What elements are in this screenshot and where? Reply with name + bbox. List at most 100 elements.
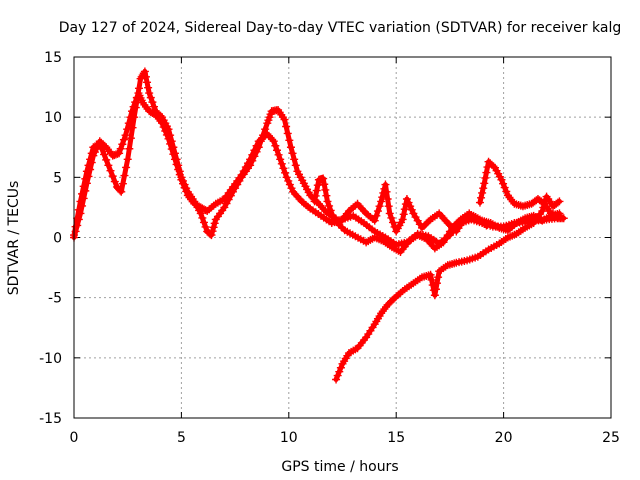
data-point (269, 137, 278, 146)
data-point (319, 174, 328, 183)
data-point (97, 145, 106, 154)
data-point (428, 281, 437, 290)
data-point (538, 207, 547, 216)
data-point (102, 155, 111, 164)
data-point (116, 186, 125, 195)
data-point (475, 198, 484, 207)
series-track-e (310, 174, 491, 256)
data-point (156, 111, 165, 120)
data-point (481, 173, 490, 182)
data-point (118, 179, 127, 188)
data-point (119, 135, 128, 144)
data-point (169, 143, 178, 152)
data-point (121, 131, 130, 140)
data-point (497, 175, 506, 184)
data-point (479, 184, 488, 193)
data-point (489, 162, 498, 171)
data-point (282, 122, 291, 131)
data-point (312, 186, 321, 195)
data-point (172, 155, 181, 164)
data-point (144, 83, 153, 92)
data-point (78, 189, 87, 198)
data-point (201, 222, 210, 231)
chart-title: Day 127 of 2024, Sidereal Day-to-day VTE… (59, 20, 621, 36)
data-point (140, 67, 149, 76)
x-tick-label: 25 (602, 430, 620, 446)
data-point (482, 221, 491, 230)
data-point (76, 197, 85, 206)
data-point (81, 174, 90, 183)
data-point (177, 173, 186, 182)
data-point (325, 201, 334, 210)
x-tick-label: 20 (495, 430, 513, 446)
data-point (285, 180, 294, 189)
data-point (175, 167, 184, 176)
data-point (502, 187, 511, 196)
data-point (388, 218, 397, 227)
data-point (73, 214, 82, 223)
data-point (122, 163, 131, 172)
data-point (207, 231, 216, 240)
data-point (271, 141, 280, 150)
data-point (117, 187, 126, 196)
data-point (313, 181, 322, 190)
data-point (110, 177, 119, 186)
data-point (332, 375, 341, 384)
data-point (281, 168, 290, 177)
data-point (252, 147, 261, 156)
data-point (143, 78, 152, 87)
data-point (248, 156, 257, 165)
data-point (145, 89, 154, 98)
data-point (407, 205, 416, 214)
data-point (115, 149, 124, 158)
data-point (559, 214, 568, 223)
axis-ticks: 0 5 10 15 20 25 -15 -10 -5 0 5 10 15 (39, 50, 620, 446)
data-point (179, 176, 188, 185)
data-point (126, 134, 135, 143)
data-point (198, 213, 207, 222)
data-point (311, 191, 320, 200)
data-point (555, 211, 564, 220)
data-point (404, 198, 413, 207)
x-tick-label: 10 (280, 430, 298, 446)
data-point (167, 137, 176, 146)
data-point (326, 206, 335, 215)
y-tick-label: -10 (39, 351, 62, 367)
data-point (71, 222, 80, 231)
data-point (94, 140, 103, 149)
data-point (272, 146, 281, 155)
data-point (430, 291, 439, 300)
data-point (133, 93, 142, 102)
data-point (431, 285, 440, 294)
data-point (287, 184, 296, 193)
x-tick-label: 5 (177, 430, 186, 446)
data-point (246, 161, 255, 170)
data-point (427, 275, 436, 284)
data-point (259, 131, 268, 140)
data-point (84, 161, 93, 170)
data-point (79, 182, 88, 191)
plot-frame (73, 56, 612, 419)
data-point (480, 179, 489, 188)
data-point (553, 198, 562, 207)
y-tick-label: -5 (48, 291, 62, 307)
data-point (120, 171, 129, 180)
data-point (399, 210, 408, 219)
data-point (387, 213, 396, 222)
data-point (261, 125, 270, 134)
y-tick-label: 15 (44, 50, 62, 66)
data-point (477, 193, 486, 202)
data-point (285, 136, 294, 145)
data-point (254, 143, 263, 152)
data-point (406, 202, 415, 211)
data-point (164, 125, 173, 134)
data-point (333, 371, 342, 380)
data-point (268, 135, 277, 144)
data-point (283, 129, 292, 138)
data-point (499, 179, 508, 188)
x-axis-label: GPS time / hours (281, 459, 398, 475)
data-point (335, 367, 344, 376)
y-axis-label: SDTVAR / TECUs (6, 181, 22, 296)
data-point (385, 209, 394, 218)
